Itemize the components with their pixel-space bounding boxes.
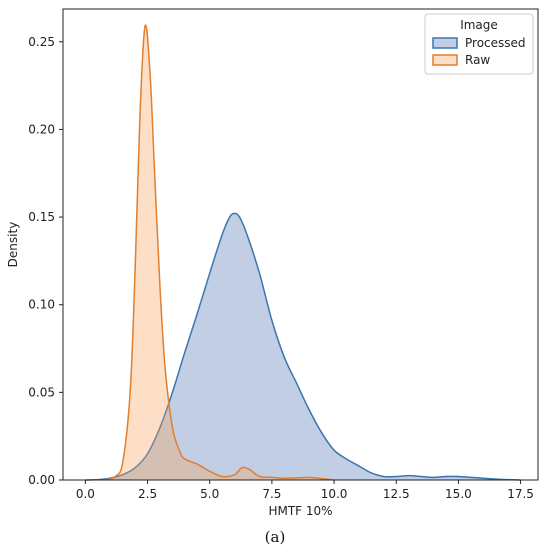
x-tick-label: 7.5 — [262, 487, 281, 501]
y-tick-label: 0.05 — [28, 385, 55, 399]
series-line-raw — [105, 24, 335, 481]
x-tick-label: 2.5 — [138, 487, 157, 501]
x-tick-label: 17.5 — [507, 487, 534, 501]
series-area-raw — [105, 25, 335, 480]
legend-label-processed: Processed — [465, 36, 526, 50]
y-tick-label: 0.25 — [28, 35, 55, 49]
legend-swatch-raw — [432, 54, 458, 66]
x-tick-label: 15.0 — [445, 487, 472, 501]
legend-swatch-processed — [432, 37, 458, 49]
plot-area — [85, 24, 521, 481]
y-tick-label: 0.00 — [28, 473, 55, 487]
legend-box — [424, 13, 534, 75]
legend-label-raw: Raw — [465, 53, 490, 67]
y-tick-label: 0.20 — [28, 122, 55, 136]
series-line-processed — [85, 212, 521, 481]
x-tick-label: 5.0 — [200, 487, 219, 501]
figure-caption: (a) — [264, 528, 286, 546]
legend-title: Image — [460, 18, 498, 32]
y-axis-label: Density — [6, 222, 20, 268]
x-tick-label: 0.0 — [76, 487, 95, 501]
y-tick-label: 0.10 — [28, 298, 55, 312]
x-tick-label: 10.0 — [321, 487, 348, 501]
y-tick-label: 0.15 — [28, 210, 55, 224]
x-axis-label: HMTF 10% — [268, 504, 332, 518]
plot-frame — [62, 8, 539, 481]
series-area-processed — [85, 213, 521, 480]
x-tick-label: 12.5 — [383, 487, 410, 501]
axes: 0.0 2.5 5.0 7.5 10.0 12.5 15.0 17.5 0.00 0.05 0.10… — [28, 8, 539, 501]
legend: Image Processed Raw — [424, 13, 534, 75]
